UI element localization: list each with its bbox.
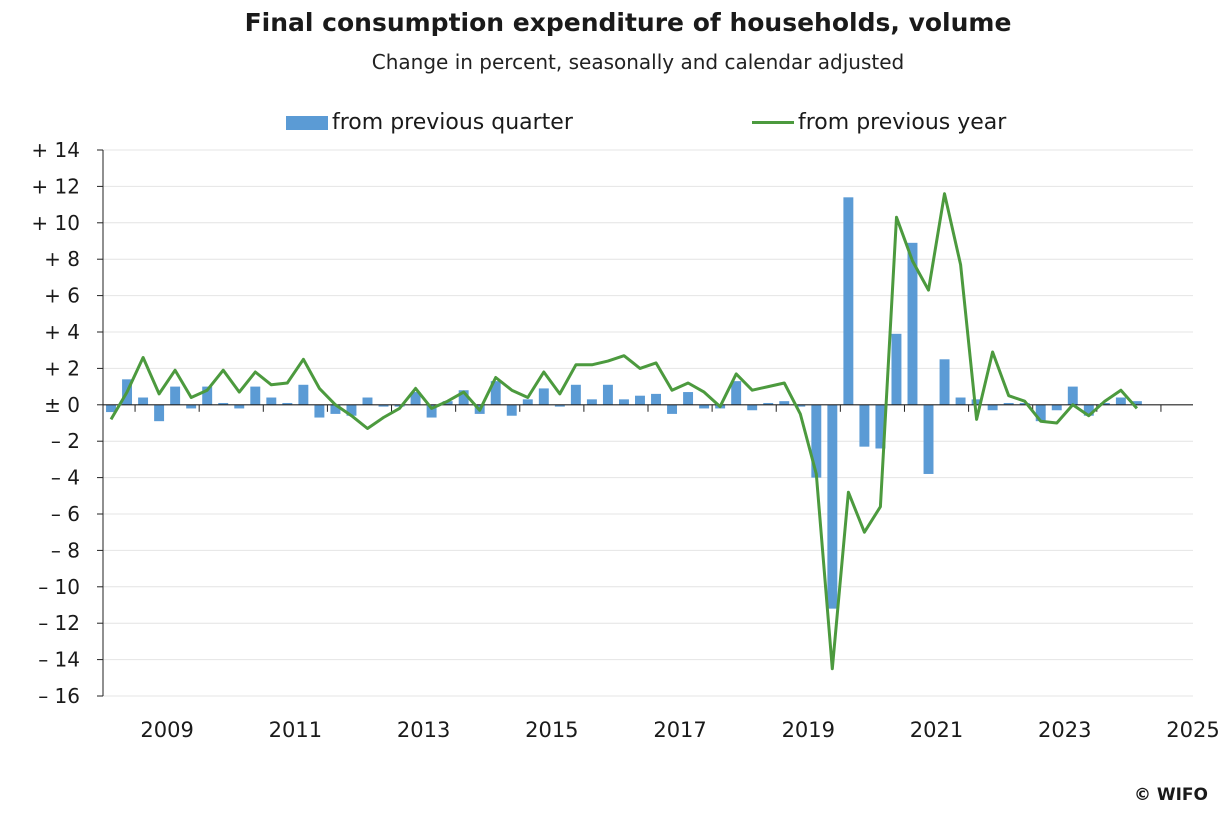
y-tick-label: – 4 bbox=[51, 466, 80, 490]
bar bbox=[266, 397, 277, 405]
bar bbox=[602, 384, 613, 405]
x-tick-label: 2021 bbox=[910, 718, 963, 742]
bar bbox=[699, 404, 710, 409]
y-tick-label: – 6 bbox=[51, 502, 80, 526]
bar bbox=[618, 399, 629, 405]
bar bbox=[218, 402, 229, 405]
y-tick-label: + 10 bbox=[31, 211, 80, 235]
legend-item-year: from previous year bbox=[752, 110, 1006, 135]
y-tick-label: + 14 bbox=[31, 138, 80, 162]
x-tick-label: 2017 bbox=[653, 718, 706, 742]
y-tick-label: – 8 bbox=[51, 538, 80, 562]
bar bbox=[490, 381, 501, 405]
bar bbox=[827, 404, 838, 609]
bar bbox=[538, 388, 549, 405]
bar bbox=[522, 399, 533, 405]
bar bbox=[506, 404, 517, 416]
y-tick-label: ± 0 bbox=[44, 393, 80, 417]
bar bbox=[106, 404, 116, 413]
bar bbox=[154, 404, 165, 422]
bar bbox=[1051, 404, 1062, 411]
bar bbox=[138, 397, 149, 405]
bar bbox=[939, 359, 950, 405]
bar bbox=[234, 404, 245, 409]
legend-swatch-bar bbox=[286, 115, 328, 130]
bar bbox=[554, 404, 565, 407]
bar bbox=[458, 390, 469, 405]
bar bbox=[955, 397, 966, 405]
bar bbox=[1131, 401, 1142, 405]
x-tick-label: 2025 bbox=[1166, 718, 1219, 742]
bar bbox=[651, 393, 661, 405]
series-line bbox=[109, 192, 1139, 671]
legend-swatch-line bbox=[752, 121, 794, 124]
x-tick-label: 2023 bbox=[1038, 718, 1091, 742]
bar bbox=[779, 401, 790, 405]
bar bbox=[410, 392, 421, 405]
bar bbox=[346, 404, 357, 416]
bar bbox=[570, 384, 581, 405]
x-tick-label: 2011 bbox=[269, 718, 322, 742]
legend-label-quarter: from previous quarter bbox=[332, 110, 573, 135]
bar bbox=[1067, 386, 1078, 405]
bar bbox=[923, 404, 934, 474]
x-tick-label: 2013 bbox=[397, 718, 450, 742]
bar bbox=[907, 242, 918, 405]
bar bbox=[683, 392, 694, 405]
x-tick-label: 2015 bbox=[525, 718, 578, 742]
bar bbox=[635, 395, 645, 405]
y-tick-label: + 12 bbox=[31, 174, 80, 198]
bar bbox=[891, 333, 902, 405]
legend-label-year: from previous year bbox=[798, 110, 1007, 135]
bar bbox=[202, 386, 213, 405]
bar bbox=[298, 384, 309, 405]
bar bbox=[1035, 404, 1046, 422]
bar bbox=[795, 404, 806, 407]
bar bbox=[394, 404, 405, 407]
y-tick-label: + 8 bbox=[44, 247, 80, 271]
chart-subtitle: Change in percent, seasonally and calend… bbox=[371, 50, 905, 74]
bar bbox=[971, 399, 982, 405]
bar bbox=[1003, 402, 1014, 405]
legend-item-quarter: from previous quarter bbox=[286, 110, 573, 135]
chart-title: Final consumption expenditure of househo… bbox=[244, 8, 1012, 37]
bar bbox=[586, 399, 597, 405]
bar bbox=[667, 404, 678, 414]
y-tick-label: – 14 bbox=[38, 648, 80, 672]
y-tick-label: – 10 bbox=[38, 575, 80, 599]
bar bbox=[1083, 404, 1094, 416]
bar bbox=[1019, 402, 1030, 405]
bar bbox=[747, 404, 758, 411]
copyright-notice: © WIFO bbox=[1133, 785, 1208, 805]
y-tick-label: – 16 bbox=[38, 684, 80, 708]
bar bbox=[843, 197, 854, 405]
bar bbox=[859, 404, 870, 447]
bar bbox=[763, 402, 774, 405]
bar bbox=[378, 404, 389, 407]
bar bbox=[731, 381, 742, 405]
bar bbox=[1115, 397, 1126, 405]
bar bbox=[186, 404, 197, 409]
bar bbox=[330, 404, 341, 414]
chart-legend: from previous quarter from previous year bbox=[0, 110, 1228, 140]
bar bbox=[987, 404, 998, 411]
bar bbox=[811, 404, 822, 478]
bar bbox=[875, 404, 886, 449]
bar bbox=[442, 401, 453, 405]
x-tick-label: 2019 bbox=[782, 718, 835, 742]
x-tick-label: 2009 bbox=[140, 718, 193, 742]
bar bbox=[314, 404, 325, 418]
bar bbox=[250, 386, 261, 405]
y-tick-label: + 2 bbox=[44, 356, 80, 380]
bar bbox=[362, 397, 373, 405]
bar bbox=[282, 402, 293, 405]
bar bbox=[426, 404, 437, 418]
bar bbox=[170, 386, 181, 405]
y-tick-label: – 12 bbox=[38, 611, 80, 635]
y-tick-label: + 6 bbox=[44, 284, 80, 308]
bar bbox=[1099, 402, 1110, 405]
y-tick-label: + 4 bbox=[44, 320, 80, 344]
y-tick-label: – 2 bbox=[51, 429, 80, 453]
